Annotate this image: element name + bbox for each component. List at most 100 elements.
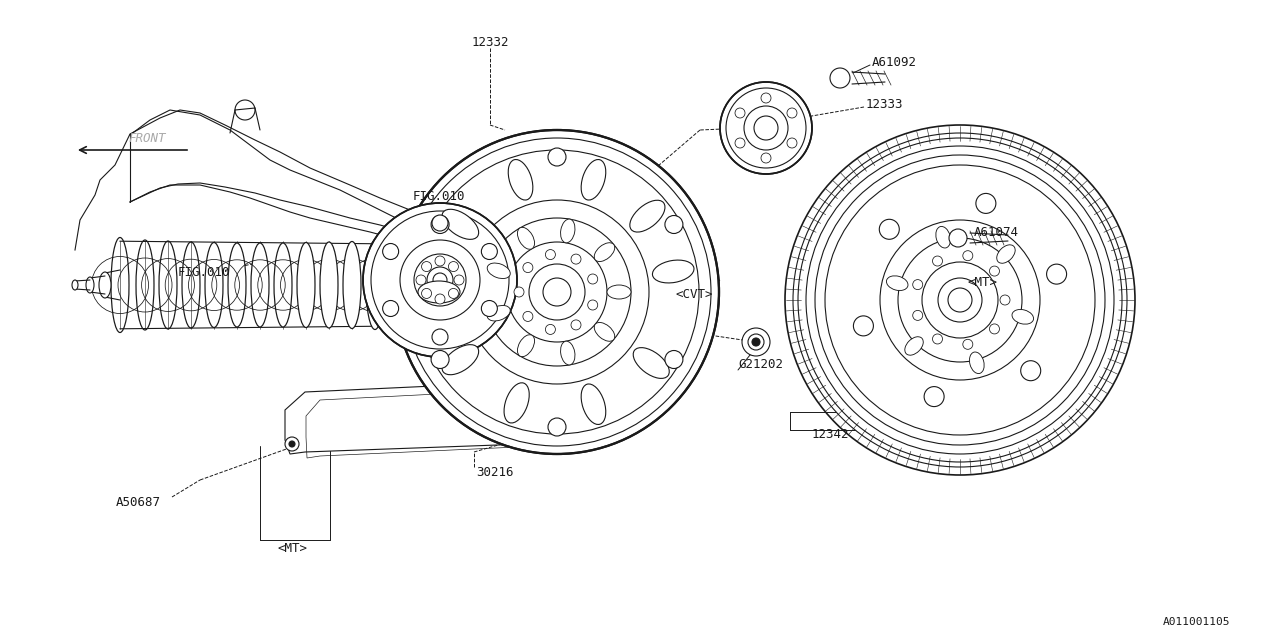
Text: 30216: 30216: [476, 465, 513, 479]
Ellipse shape: [561, 219, 575, 243]
Text: 12332: 12332: [471, 35, 508, 49]
Circle shape: [416, 275, 426, 285]
Ellipse shape: [320, 242, 338, 328]
Circle shape: [963, 339, 973, 349]
Ellipse shape: [419, 281, 460, 303]
Circle shape: [854, 316, 873, 336]
Circle shape: [913, 310, 923, 321]
Circle shape: [879, 220, 900, 239]
Ellipse shape: [343, 241, 361, 328]
Ellipse shape: [389, 239, 407, 331]
Text: <CVT>: <CVT>: [675, 289, 713, 301]
Circle shape: [481, 301, 498, 317]
Ellipse shape: [86, 277, 93, 293]
Text: 12342: 12342: [812, 428, 849, 440]
Ellipse shape: [653, 260, 694, 283]
Circle shape: [735, 138, 745, 148]
Circle shape: [543, 278, 571, 306]
Circle shape: [794, 133, 1126, 467]
Ellipse shape: [416, 266, 430, 304]
Ellipse shape: [887, 276, 908, 291]
Circle shape: [421, 289, 431, 298]
Ellipse shape: [205, 243, 223, 328]
Circle shape: [548, 418, 566, 436]
Circle shape: [383, 243, 398, 259]
Circle shape: [515, 287, 524, 297]
Ellipse shape: [159, 241, 177, 329]
Ellipse shape: [634, 348, 669, 378]
Circle shape: [989, 324, 1000, 334]
Ellipse shape: [182, 242, 200, 328]
Circle shape: [548, 148, 566, 166]
Ellipse shape: [274, 243, 292, 327]
Ellipse shape: [630, 200, 666, 232]
Circle shape: [762, 153, 771, 163]
Ellipse shape: [136, 240, 154, 330]
Circle shape: [913, 280, 923, 290]
Ellipse shape: [442, 209, 479, 239]
Ellipse shape: [594, 243, 614, 262]
Circle shape: [571, 320, 581, 330]
Ellipse shape: [905, 337, 923, 355]
Circle shape: [448, 289, 458, 298]
Ellipse shape: [936, 227, 951, 248]
Circle shape: [742, 328, 771, 356]
Circle shape: [829, 68, 850, 88]
Circle shape: [545, 250, 556, 260]
Ellipse shape: [517, 335, 535, 356]
Ellipse shape: [111, 237, 129, 333]
Ellipse shape: [969, 352, 984, 374]
Circle shape: [435, 294, 445, 304]
Circle shape: [948, 288, 972, 312]
Circle shape: [933, 256, 942, 266]
Text: FRONT: FRONT: [128, 131, 165, 145]
Circle shape: [762, 93, 771, 103]
Ellipse shape: [72, 280, 78, 290]
Ellipse shape: [517, 227, 535, 249]
Ellipse shape: [251, 243, 269, 327]
Ellipse shape: [228, 243, 246, 327]
Text: G21202: G21202: [739, 358, 783, 371]
Circle shape: [975, 193, 996, 213]
Circle shape: [421, 262, 431, 271]
Ellipse shape: [607, 285, 631, 299]
Text: A61092: A61092: [872, 56, 916, 70]
Circle shape: [719, 82, 812, 174]
Circle shape: [396, 130, 719, 454]
Circle shape: [285, 437, 300, 451]
Ellipse shape: [442, 344, 479, 375]
Circle shape: [524, 262, 532, 273]
Circle shape: [963, 251, 973, 260]
Circle shape: [948, 229, 966, 247]
Ellipse shape: [488, 263, 511, 278]
Ellipse shape: [297, 243, 315, 328]
Text: <MT>: <MT>: [968, 275, 998, 289]
Ellipse shape: [366, 241, 384, 330]
Circle shape: [433, 273, 447, 287]
Circle shape: [664, 216, 684, 234]
Ellipse shape: [488, 305, 511, 321]
Ellipse shape: [594, 323, 614, 341]
Circle shape: [989, 266, 1000, 276]
Circle shape: [532, 420, 536, 424]
Circle shape: [431, 351, 449, 369]
Ellipse shape: [99, 272, 111, 298]
Ellipse shape: [581, 159, 605, 200]
Text: <MT>: <MT>: [276, 541, 307, 554]
Circle shape: [435, 256, 445, 266]
Text: A61074: A61074: [974, 225, 1019, 239]
Text: A011001105: A011001105: [1162, 617, 1230, 627]
Circle shape: [1047, 264, 1066, 284]
Circle shape: [433, 329, 448, 345]
Circle shape: [787, 108, 797, 118]
Circle shape: [753, 338, 760, 346]
Circle shape: [454, 275, 465, 285]
Circle shape: [571, 254, 581, 264]
Circle shape: [433, 215, 448, 231]
Ellipse shape: [561, 341, 575, 365]
Circle shape: [787, 138, 797, 148]
Text: FIG.010: FIG.010: [413, 189, 466, 202]
Circle shape: [364, 203, 517, 357]
Circle shape: [664, 351, 684, 369]
Circle shape: [1000, 295, 1010, 305]
